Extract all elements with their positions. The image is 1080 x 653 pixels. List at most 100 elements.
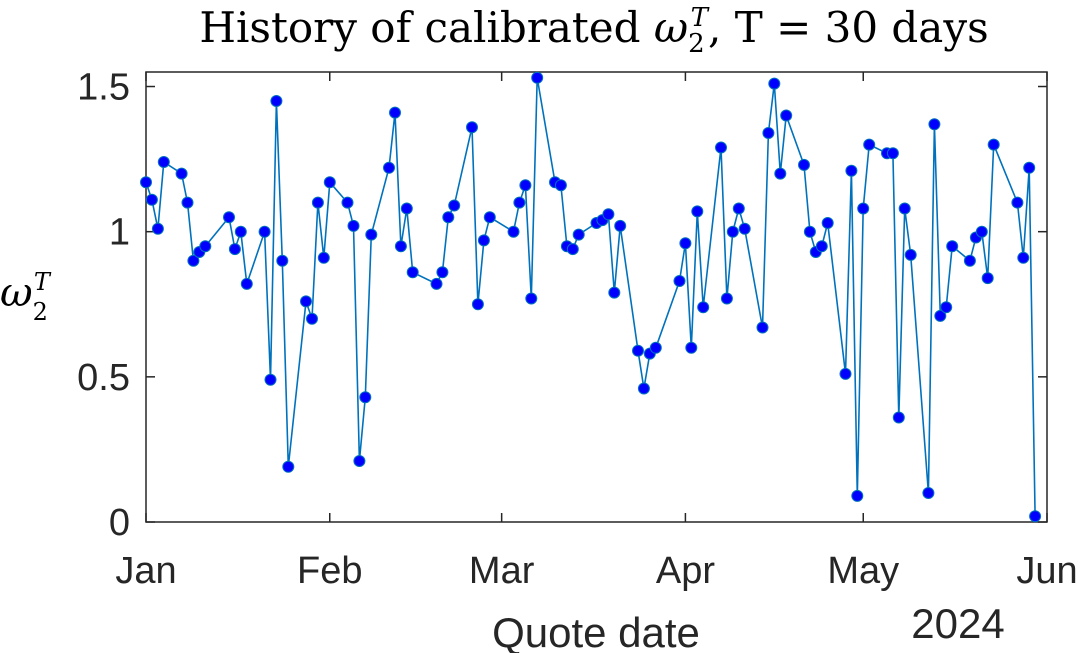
x-tick-label: May bbox=[827, 550, 899, 592]
data-point bbox=[276, 254, 289, 267]
data-point bbox=[768, 77, 781, 90]
data-point bbox=[240, 277, 253, 290]
data-point bbox=[1017, 251, 1030, 264]
data-point bbox=[608, 286, 621, 299]
data-point bbox=[448, 199, 461, 212]
data-point bbox=[406, 266, 419, 279]
data-point bbox=[175, 167, 188, 180]
data-point bbox=[223, 211, 235, 224]
data-point bbox=[762, 127, 775, 139]
data-point bbox=[323, 176, 336, 189]
data-point bbox=[922, 487, 935, 499]
y-axis-label: ω2T bbox=[0, 268, 52, 326]
data-point bbox=[803, 225, 816, 238]
data-point bbox=[821, 217, 834, 229]
data-point bbox=[513, 196, 526, 209]
data-point bbox=[1023, 161, 1036, 174]
x-tick-label: Mar bbox=[469, 550, 535, 592]
year-label: 2024 bbox=[911, 600, 1004, 647]
data-point bbox=[946, 240, 959, 253]
data-point bbox=[632, 344, 644, 357]
data-point bbox=[726, 225, 739, 238]
chart-title: History of calibrated ω2T, T = 30 days bbox=[199, 3, 988, 59]
data-point bbox=[140, 176, 152, 189]
data-point bbox=[145, 193, 158, 206]
data-point bbox=[187, 254, 200, 267]
data-point bbox=[851, 489, 864, 502]
y-tick-label: 1 bbox=[109, 212, 130, 254]
y-axis-ticks: 0 0.5 1 1.5 bbox=[77, 67, 1047, 544]
data-point bbox=[264, 373, 277, 386]
x-tick-label: Apr bbox=[656, 550, 715, 592]
plot-area bbox=[145, 71, 1048, 523]
data-point bbox=[317, 251, 330, 264]
data-point bbox=[892, 411, 905, 424]
data-point bbox=[531, 71, 544, 84]
x-tick-label: Feb bbox=[297, 550, 362, 592]
data-point bbox=[697, 301, 710, 314]
data-point bbox=[934, 309, 947, 322]
data-point bbox=[442, 211, 455, 224]
data-point bbox=[756, 321, 769, 334]
data-point bbox=[774, 167, 787, 180]
data-point bbox=[228, 243, 241, 256]
data-point bbox=[525, 292, 538, 305]
data-point bbox=[839, 367, 852, 380]
data-point bbox=[815, 240, 828, 253]
data-point bbox=[519, 179, 532, 192]
data-point bbox=[347, 219, 360, 232]
x-axis-ticks: Jan Feb Mar Apr May Jun bbox=[115, 72, 1078, 592]
data-point bbox=[886, 147, 899, 160]
data-point bbox=[341, 196, 354, 209]
data-point bbox=[436, 266, 449, 279]
data-point bbox=[863, 138, 876, 151]
data-point bbox=[1011, 196, 1024, 209]
data-point bbox=[199, 240, 212, 253]
data-point bbox=[181, 196, 194, 209]
data-point bbox=[720, 292, 733, 305]
data-point bbox=[614, 219, 627, 232]
y-tick-label: 1.5 bbox=[77, 67, 130, 109]
series-layer bbox=[140, 71, 1042, 523]
data-point bbox=[394, 240, 407, 253]
data-point bbox=[258, 225, 271, 238]
data-point bbox=[566, 243, 579, 256]
data-point bbox=[300, 295, 312, 308]
data-point bbox=[715, 141, 727, 154]
data-point bbox=[353, 455, 366, 467]
data-point bbox=[483, 211, 496, 224]
data-point bbox=[466, 121, 478, 134]
data-point bbox=[430, 277, 443, 290]
data-point bbox=[400, 202, 413, 215]
data-point bbox=[691, 205, 704, 218]
data-point bbox=[987, 138, 1000, 151]
data-point bbox=[365, 228, 378, 241]
data-point bbox=[507, 225, 520, 238]
data-point bbox=[572, 228, 585, 241]
data-point bbox=[602, 208, 615, 221]
y-tick-label: 0 bbox=[109, 502, 130, 544]
data-point bbox=[685, 341, 698, 354]
data-point bbox=[477, 234, 490, 247]
data-point bbox=[780, 109, 793, 122]
data-point bbox=[383, 161, 395, 174]
data-point bbox=[928, 118, 941, 131]
data-point bbox=[649, 341, 662, 354]
data-point bbox=[234, 225, 247, 238]
data-point bbox=[151, 222, 164, 235]
data-point bbox=[1029, 510, 1042, 523]
data-point bbox=[975, 225, 988, 238]
data-point bbox=[471, 298, 484, 311]
data-point bbox=[732, 202, 745, 215]
data-point bbox=[898, 202, 911, 215]
data-point bbox=[673, 275, 686, 287]
data-point bbox=[679, 237, 692, 250]
y-tick-label: 0.5 bbox=[77, 357, 130, 399]
data-point bbox=[554, 179, 567, 192]
x-tick-label: Jan bbox=[115, 550, 176, 592]
data-point bbox=[940, 301, 953, 314]
data-point bbox=[359, 391, 372, 404]
data-point bbox=[282, 460, 295, 473]
data-point bbox=[637, 382, 650, 395]
